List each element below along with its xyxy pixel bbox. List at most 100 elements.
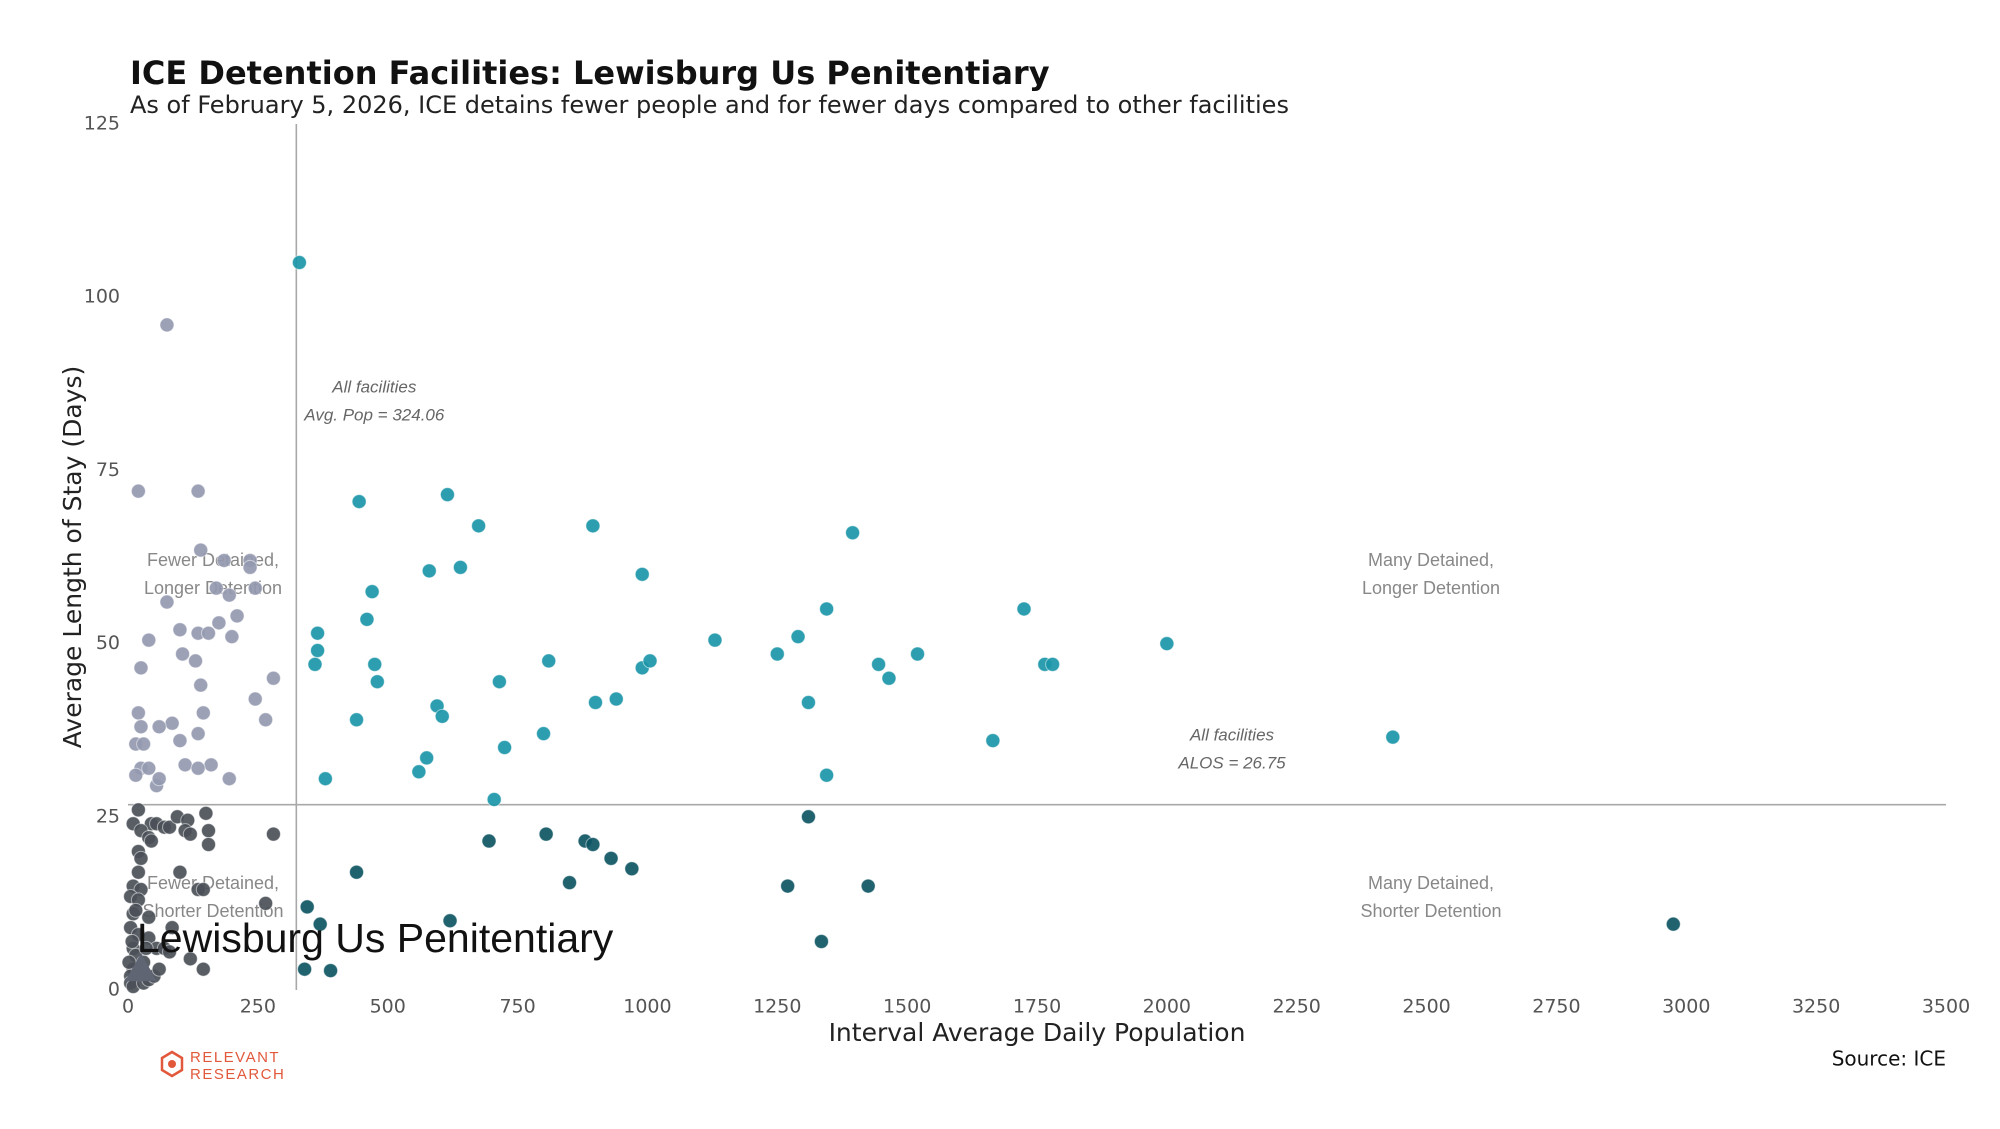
point [421, 563, 437, 579]
point [208, 580, 224, 596]
point [182, 826, 198, 842]
point [247, 580, 263, 596]
point [201, 837, 217, 853]
x-axis-label: Interval Average Daily Population [829, 1018, 1246, 1047]
logo-icon [160, 1050, 184, 1078]
point [608, 691, 624, 707]
x-tick-label: 750 [499, 996, 535, 1018]
y-tick-label: 100 [84, 286, 120, 308]
x-tick-label: 2500 [1402, 996, 1450, 1018]
point [369, 674, 385, 690]
point [190, 760, 206, 776]
point [172, 622, 188, 638]
point [297, 961, 313, 977]
point [819, 767, 835, 783]
point [1159, 636, 1175, 652]
point [159, 594, 175, 610]
x-tick-label: 3250 [1792, 996, 1840, 1018]
point [310, 643, 326, 659]
point [195, 961, 211, 977]
point [312, 916, 328, 932]
point [910, 646, 926, 662]
point [221, 771, 237, 787]
highlight-label: Lewisburg Us Penitentiary [137, 915, 614, 961]
point [860, 878, 876, 894]
point [1665, 916, 1681, 932]
point [497, 740, 513, 756]
point [175, 646, 191, 662]
logo-text: RESEARCH [190, 1066, 285, 1083]
point [845, 525, 861, 541]
point [141, 909, 157, 925]
x-tick-label: 1750 [1013, 996, 1061, 1018]
logo-text: RELEVANT [190, 1049, 280, 1066]
point [138, 940, 154, 956]
point [351, 494, 367, 510]
point [367, 656, 383, 672]
point [634, 566, 650, 582]
point [790, 629, 806, 645]
y-tick-label: 25 [96, 805, 120, 827]
point [247, 691, 263, 707]
y-tick-label: 50 [96, 632, 120, 654]
point [419, 750, 435, 766]
point [491, 674, 507, 690]
point [985, 733, 1001, 749]
x-tick-label: 1000 [623, 996, 671, 1018]
point [538, 826, 554, 842]
point [130, 802, 146, 818]
point [813, 934, 829, 950]
reference-label: ALOS = 26.75 [1177, 753, 1286, 772]
logo-icon-dot [168, 1060, 176, 1068]
point [224, 629, 240, 645]
x-tick-label: 1500 [883, 996, 931, 1018]
point [124, 934, 140, 950]
y-tick-label: 0 [108, 979, 120, 1001]
point [585, 837, 601, 853]
point [151, 771, 167, 787]
y-tick-label: 75 [96, 459, 120, 481]
quadrant-label: Many Detained, [1368, 873, 1494, 893]
point [130, 864, 146, 880]
point [216, 552, 232, 568]
point [229, 608, 245, 624]
point [291, 255, 307, 271]
point [359, 611, 375, 627]
point [439, 487, 455, 503]
point [349, 864, 365, 880]
chart-subtitle: As of February 5, 2026, ICE detains fewe… [130, 91, 1289, 119]
point [133, 660, 149, 676]
point [162, 819, 178, 835]
point [707, 632, 723, 648]
point [780, 878, 796, 894]
point [221, 587, 237, 603]
point [164, 920, 180, 936]
point [442, 913, 458, 929]
point [188, 653, 204, 669]
point [486, 791, 502, 807]
x-tick-label: 500 [370, 996, 406, 1018]
x-tick-label: 2250 [1273, 996, 1321, 1018]
point [624, 861, 640, 877]
quadrant-label: Fewer Detained, [147, 873, 279, 893]
point [265, 670, 281, 686]
y-tick-label: 125 [84, 113, 120, 135]
logo: RELEVANT RESEARCH [160, 1049, 285, 1083]
quadrant-label: Many Detained, [1368, 550, 1494, 570]
point [201, 625, 217, 641]
point [242, 559, 258, 575]
point [193, 542, 209, 558]
chart-title: ICE Detention Facilities: Lewisburg Us P… [130, 54, 1050, 92]
point [159, 317, 175, 333]
point [201, 823, 217, 839]
point [258, 895, 274, 911]
point [317, 771, 333, 787]
quadrant-label: Fewer Detained, [147, 550, 279, 570]
point [193, 677, 209, 693]
quadrant-label: Shorter Detention [142, 901, 283, 921]
point [177, 757, 193, 773]
point [164, 715, 180, 731]
x-tick-label: 250 [240, 996, 276, 1018]
x-tick-label: 1250 [753, 996, 801, 1018]
